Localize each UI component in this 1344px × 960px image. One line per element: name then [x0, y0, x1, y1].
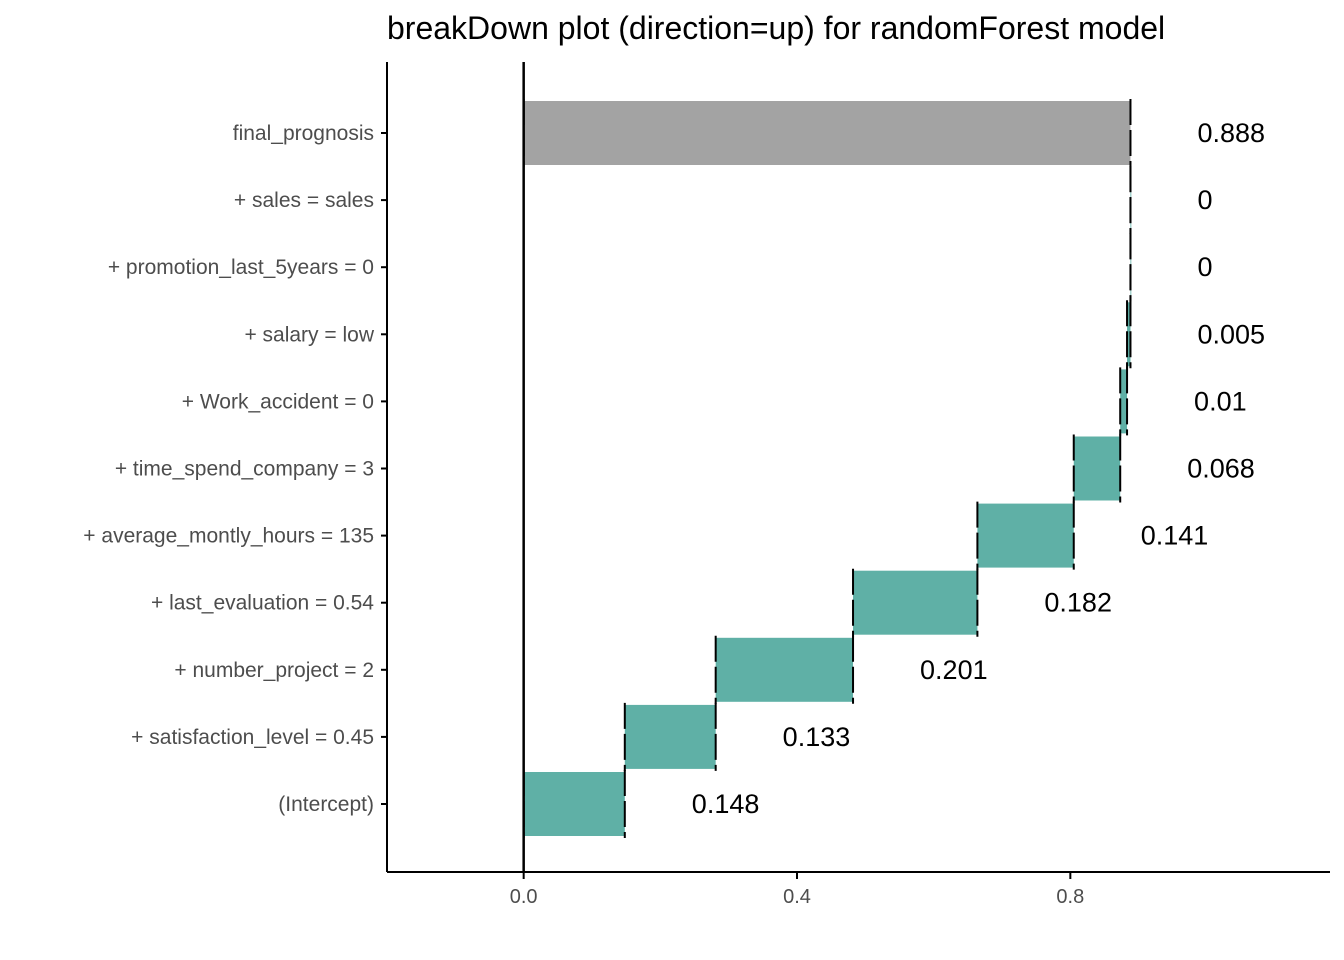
bar-0 [523, 101, 1131, 165]
value-label-1: 0 [1197, 185, 1212, 215]
chart-title: breakDown plot (direction=up) for random… [387, 10, 1165, 46]
value-labels-layer: 0.888 0 0 0.005 0.01 0.068 0.141 0.182 0.201 0.13… [692, 118, 1265, 819]
bars-layer [523, 101, 1132, 836]
category-label-2: + promotion_last_5years = 0 [108, 256, 374, 279]
value-label-4: 0.01 [1194, 386, 1247, 416]
value-label-7: 0.182 [1044, 588, 1112, 618]
value-label-0: 0.888 [1197, 118, 1265, 148]
y-axis-labels: final_prognosis + sales = sales + promotio… [83, 122, 387, 816]
bar-5 [1073, 436, 1121, 501]
category-label-0: final_prognosis [233, 122, 374, 145]
category-label-3: + salary = low [244, 323, 374, 346]
category-label-1: + sales = sales [234, 189, 374, 212]
category-label-6: + average_montly_hours = 135 [83, 525, 374, 548]
category-label-7: + last_evaluation = 0.54 [151, 592, 374, 615]
bar-8 [715, 637, 854, 702]
x-tick-label-1: 0.4 [783, 886, 811, 908]
value-label-6: 0.141 [1141, 521, 1209, 551]
value-label-9: 0.133 [783, 722, 851, 752]
bar-7 [853, 570, 978, 635]
category-label-8: + number_project = 2 [174, 659, 374, 682]
bar-4 [1120, 369, 1128, 434]
bar-3 [1127, 302, 1131, 367]
bar-6 [977, 503, 1074, 568]
x-axis-ticks: 0.0 0.4 0.8 [510, 872, 1084, 908]
category-label-10: (Intercept) [278, 793, 374, 816]
category-label-4: + Work_accident = 0 [182, 390, 374, 413]
bar-10 [523, 772, 625, 836]
category-label-5: + time_spend_company = 3 [115, 458, 374, 481]
x-tick-label-2: 0.8 [1056, 886, 1084, 908]
bar-9 [624, 704, 716, 769]
category-label-9: + satisfaction_level = 0.45 [131, 726, 374, 749]
value-label-3: 0.005 [1197, 319, 1265, 349]
value-label-5: 0.068 [1187, 454, 1255, 484]
value-label-2: 0 [1197, 252, 1212, 282]
value-label-8: 0.201 [920, 655, 988, 685]
x-tick-label-0: 0.0 [510, 886, 538, 908]
value-label-10: 0.148 [692, 789, 760, 819]
